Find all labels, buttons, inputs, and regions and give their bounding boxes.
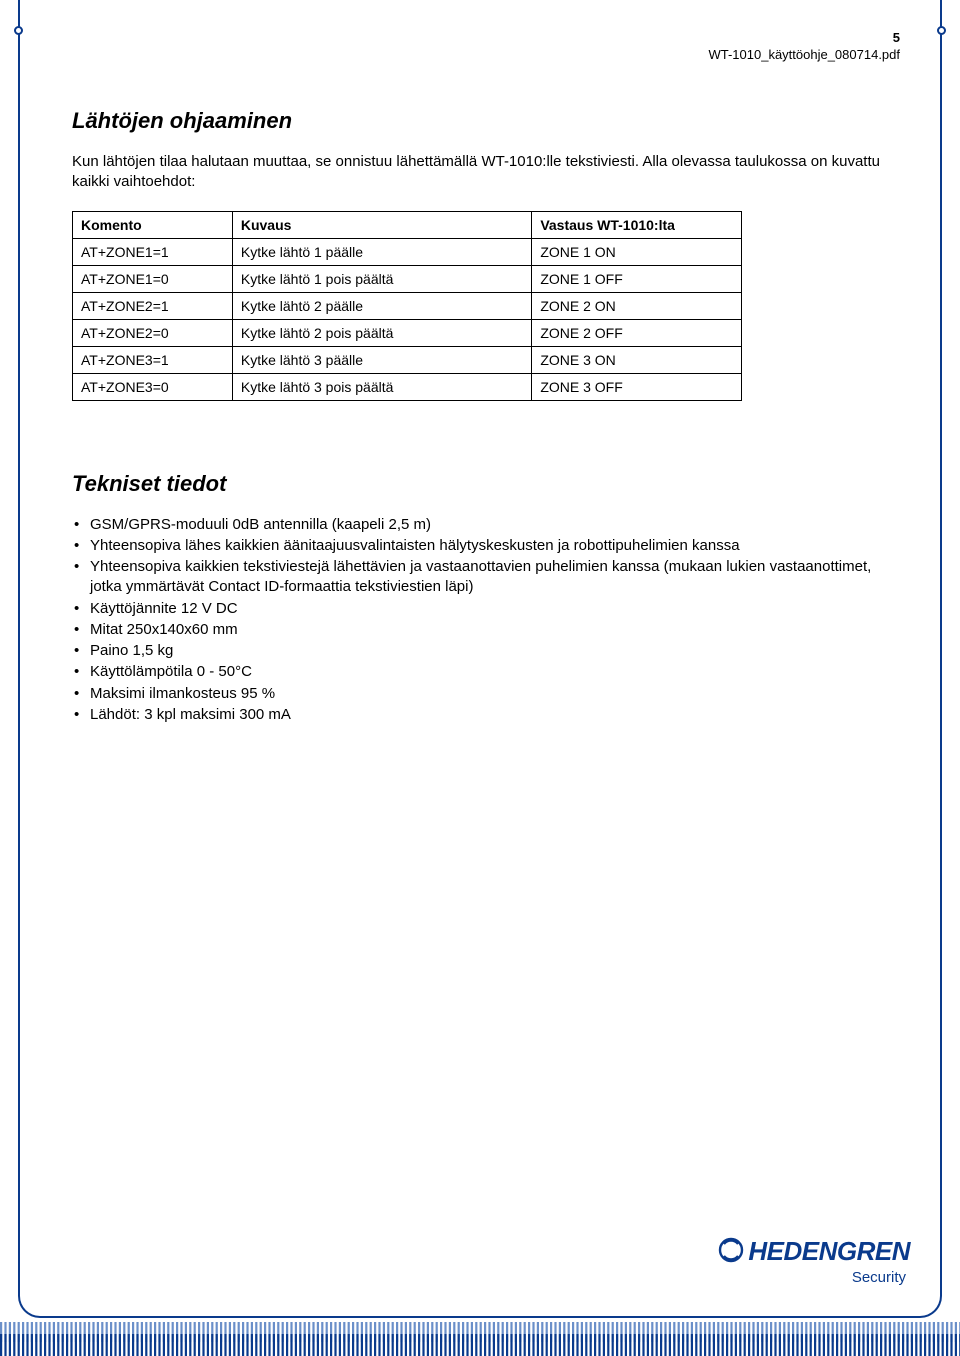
- table-header-cell: Komento: [73, 211, 233, 238]
- table-row: AT+ZONE2=1 Kytke lähtö 2 päälle ZONE 2 O…: [73, 292, 742, 319]
- table-row: AT+ZONE1=0 Kytke lähtö 1 pois päältä ZON…: [73, 265, 742, 292]
- table-cell: AT+ZONE3=0: [73, 373, 233, 400]
- spec-item: Paino 1,5 kg: [72, 641, 888, 661]
- spec-item: Maksimi ilmankosteus 95 %: [72, 684, 888, 704]
- table-cell: ZONE 1 OFF: [532, 265, 742, 292]
- frame-ornament-left: [14, 26, 23, 35]
- footer-stripe: [0, 1322, 960, 1356]
- page: 5 WT-1010_käyttöohje_080714.pdf Lähtöjen…: [0, 0, 960, 1356]
- table-cell: AT+ZONE1=0: [73, 265, 233, 292]
- spec-item: Lähdöt: 3 kpl maksimi 300 mA: [72, 705, 888, 725]
- section1-title: Lähtöjen ohjaaminen: [72, 108, 888, 134]
- table-cell: Kytke lähtö 1 päälle: [232, 238, 531, 265]
- table-cell: Kytke lähtö 2 pois päältä: [232, 319, 531, 346]
- brand-sub: Security: [718, 1269, 910, 1286]
- table-cell: AT+ZONE2=1: [73, 292, 233, 319]
- table-cell: ZONE 2 ON: [532, 292, 742, 319]
- brand-icon: [718, 1237, 744, 1267]
- table-header-cell: Kuvaus: [232, 211, 531, 238]
- table-cell: ZONE 3 OFF: [532, 373, 742, 400]
- doc-ref: WT-1010_käyttöohje_080714.pdf: [708, 47, 900, 64]
- table-cell: Kytke lähtö 3 pois päältä: [232, 373, 531, 400]
- table-header-cell: Vastaus WT-1010:lta: [532, 211, 742, 238]
- spec-item: GSM/GPRS-moduuli 0dB antennilla (kaapeli…: [72, 515, 888, 535]
- spec-item: Mitat 250x140x60 mm: [72, 620, 888, 640]
- spec-item: Käyttölämpötila 0 - 50°C: [72, 662, 888, 682]
- page-number: 5: [708, 30, 900, 47]
- frame-ornament-right: [937, 26, 946, 35]
- table-row: AT+ZONE3=0 Kytke lähtö 3 pois päältä ZON…: [73, 373, 742, 400]
- table-cell: Kytke lähtö 2 päälle: [232, 292, 531, 319]
- brand-text: HEDENGREN: [748, 1236, 910, 1266]
- spec-item: Yhteensopiva lähes kaikkien äänitaajuusv…: [72, 536, 888, 556]
- content-area: Lähtöjen ohjaaminen Kun lähtöjen tilaa h…: [72, 108, 888, 726]
- table-cell: ZONE 2 OFF: [532, 319, 742, 346]
- footer-logo: HEDENGREN Security: [718, 1237, 910, 1286]
- spec-item: Käyttöjännite 12 V DC: [72, 599, 888, 619]
- section1-para: Kun lähtöjen tilaa halutaan muuttaa, se …: [72, 152, 888, 193]
- table-cell: AT+ZONE2=0: [73, 319, 233, 346]
- table-cell: Kytke lähtö 3 päälle: [232, 346, 531, 373]
- table-cell: Kytke lähtö 1 pois päältä: [232, 265, 531, 292]
- command-table: Komento Kuvaus Vastaus WT-1010:lta AT+ZO…: [72, 211, 742, 401]
- table-cell: ZONE 1 ON: [532, 238, 742, 265]
- table-cell: AT+ZONE3=1: [73, 346, 233, 373]
- section2-title: Tekniset tiedot: [72, 471, 888, 497]
- spec-list: GSM/GPRS-moduuli 0dB antennilla (kaapeli…: [72, 515, 888, 726]
- brand-name: HEDENGREN: [718, 1237, 910, 1267]
- table-row: AT+ZONE3=1 Kytke lähtö 3 päälle ZONE 3 O…: [73, 346, 742, 373]
- table-row: AT+ZONE1=1 Kytke lähtö 1 päälle ZONE 1 O…: [73, 238, 742, 265]
- table-row: AT+ZONE2=0 Kytke lähtö 2 pois päältä ZON…: [73, 319, 742, 346]
- table-cell: AT+ZONE1=1: [73, 238, 233, 265]
- table-header-row: Komento Kuvaus Vastaus WT-1010:lta: [73, 211, 742, 238]
- table-cell: ZONE 3 ON: [532, 346, 742, 373]
- spec-item: Yhteensopiva kaikkien tekstiviestejä läh…: [72, 557, 888, 598]
- header-right: 5 WT-1010_käyttöohje_080714.pdf: [708, 30, 900, 64]
